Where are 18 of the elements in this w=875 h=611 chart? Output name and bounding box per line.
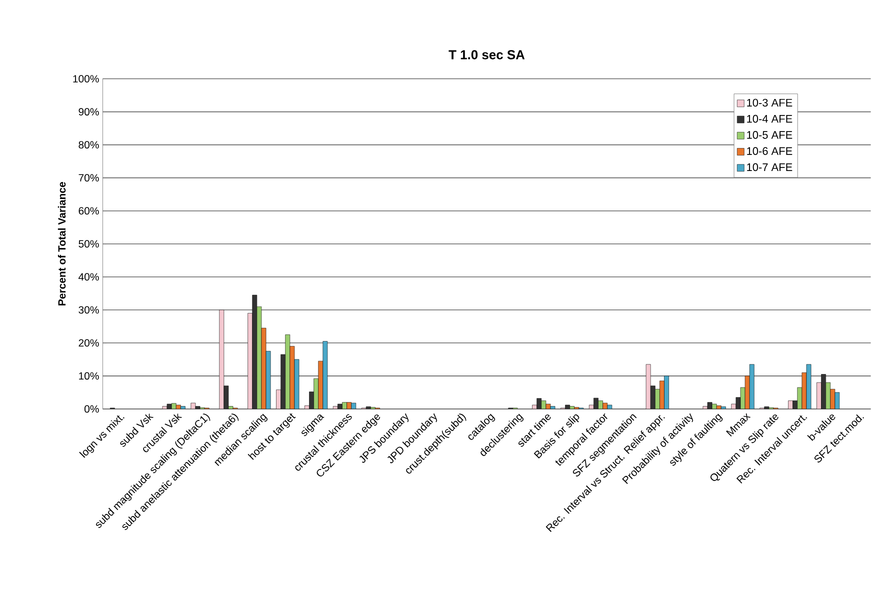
y-tick-label: 100%: [73, 74, 99, 82]
y-tick-label: 60%: [78, 206, 99, 214]
y-tick-label: 80%: [78, 140, 99, 148]
chart-title: T 1.0 sec SA: [448, 50, 525, 60]
y-tick-label: 50%: [78, 240, 99, 248]
y-tick-label: 20%: [78, 339, 99, 346]
legend-label: 10-3 AFE: [747, 98, 792, 106]
y-tick-label: 30%: [78, 306, 99, 314]
y-tick-label: 70%: [78, 174, 99, 182]
legend-label: 10-5 AFE: [747, 130, 792, 139]
legend-label: 10-4 AFE: [747, 114, 792, 123]
legend-label: 10-6 AFE: [747, 146, 792, 155]
legend-label: 10-7 AFE: [747, 163, 792, 171]
y-tick-label: 40%: [78, 272, 99, 280]
y-tick-label: 90%: [78, 108, 99, 116]
y-tick-label: 10%: [79, 372, 99, 380]
y-axis-title: Percent of Total Variance: [58, 182, 66, 306]
y-tick-label: 0%: [84, 405, 99, 412]
